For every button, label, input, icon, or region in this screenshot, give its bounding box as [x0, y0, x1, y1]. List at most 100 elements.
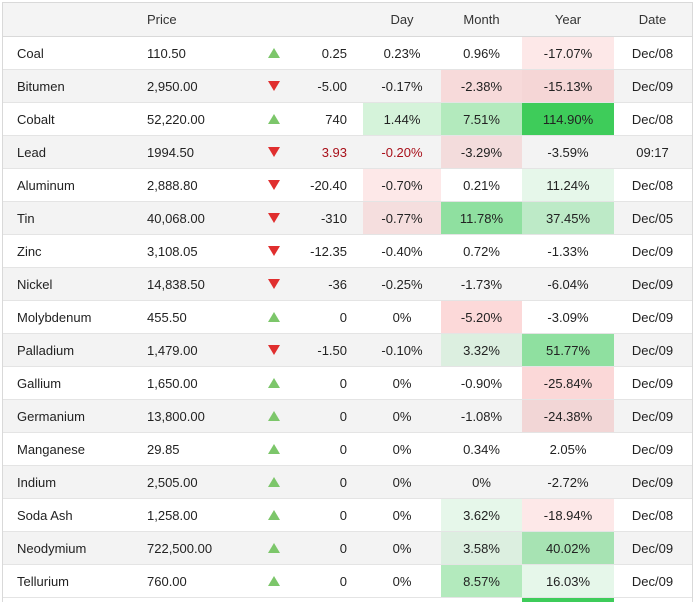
header-day[interactable]: Day	[390, 12, 414, 27]
year-percent: -17.07%	[522, 37, 614, 69]
commodity-name[interactable]: Lead	[17, 144, 46, 160]
commodity-name[interactable]: Molybdenum	[17, 309, 92, 325]
year-percent: 37.45%	[522, 202, 614, 234]
commodity-name[interactable]: Manganese	[17, 441, 85, 457]
day-percent: 0%	[392, 408, 412, 424]
table-row[interactable]: Bitumen 2,950.00 -5.00 -0.17% -2.38% -15.13% D…	[3, 70, 692, 103]
table-row[interactable]: Nickel 14,838.50 -36 -0.25% -1.73% -6.04% Dec/…	[3, 268, 692, 301]
commodity-name[interactable]: Cobalt	[17, 111, 55, 127]
year-percent: 16.03%	[522, 565, 614, 597]
commodity-name[interactable]: Neodymium	[17, 540, 87, 556]
price-value: 14,838.50	[147, 276, 205, 292]
down-arrow-icon	[244, 169, 304, 201]
day-percent: 0.23%	[383, 45, 421, 61]
commodity-name[interactable]: Palladium	[17, 342, 75, 358]
table-row[interactable]: Molybdenum 455.50 0 0% -5.20% -3.09% Dec/09	[3, 301, 692, 334]
date-value: Dec/09	[631, 243, 674, 259]
table-row[interactable]: Cobalt 52,220.00 740 1.44% 7.51% 114.90% Dec/0…	[3, 103, 692, 136]
table-row[interactable]: Coal 110.50 0.25 0.23% 0.96% -17.07% Dec/08	[3, 37, 692, 70]
table-row[interactable]: Soda Ash 1,258.00 0 0% 3.62% -18.94% Dec/08	[3, 499, 692, 532]
year-percent: 51.77%	[522, 334, 614, 366]
day-percent: -0.10%	[381, 342, 423, 358]
table-row[interactable]: Neodymium 722,500.00 0 0% 3.58% 40.02% Dec/09	[3, 532, 692, 565]
down-arrow-icon	[244, 268, 304, 300]
change-value: 0	[339, 375, 347, 391]
price-value: 2,950.00	[147, 78, 198, 94]
date-value: Dec/08	[631, 111, 674, 127]
change-value: -1.50	[317, 342, 347, 358]
down-arrow-icon	[244, 202, 304, 234]
commodity-name[interactable]: Coal	[17, 45, 44, 61]
date-value: Dec/09	[631, 408, 674, 424]
table-row[interactable]: Germanium 13,800.00 0 0% -1.08% -24.38% Dec/09	[3, 400, 692, 433]
change-value: 740	[325, 111, 347, 127]
header-price[interactable]: Price	[147, 12, 177, 27]
month-percent: 0.21%	[463, 177, 500, 193]
commodity-name[interactable]: Germanium	[17, 408, 85, 424]
date-value: Dec/09	[631, 309, 674, 325]
table-row[interactable]: Zinc 3,108.05 -12.35 -0.40% 0.72% -1.33% Dec/0…	[3, 235, 692, 268]
year-percent: -2.72%	[547, 474, 589, 490]
price-value: 13,800.00	[147, 408, 205, 424]
day-percent: -0.17%	[381, 78, 423, 94]
change-value: 0	[339, 507, 347, 523]
table-row[interactable]: Manganese 29.85 0 0% 0.34% 2.05% Dec/09	[3, 433, 692, 466]
date-value: Dec/09	[631, 474, 674, 490]
date-value: Dec/08	[631, 177, 674, 193]
table-row[interactable]: Tin 40,068.00 -310 -0.77% 11.78% 37.45% Dec/05	[3, 202, 692, 235]
month-percent: 0.72%	[463, 243, 500, 259]
month-percent: -1.08%	[460, 408, 503, 424]
header-date[interactable]: Date	[638, 12, 667, 27]
commodity-name[interactable]: Nickel	[17, 276, 53, 292]
header-month[interactable]: Month	[463, 12, 500, 27]
commodity-name[interactable]: Tin	[17, 210, 35, 226]
price-value: 1,258.00	[147, 507, 198, 523]
price-value: 2,888.80	[147, 177, 198, 193]
table-row[interactable]: Indium 2,505.00 0 0% 0% -2.72% Dec/09	[3, 466, 692, 499]
change-value: 0	[339, 441, 347, 457]
change-value: 0	[339, 408, 347, 424]
table-row[interactable]: Tellurium 760.00 0 0% 8.57% 16.03% Dec/09	[3, 565, 692, 598]
date-value: 09:17	[636, 144, 669, 160]
day-percent: 0%	[392, 540, 412, 556]
month-percent: 3.62%	[441, 499, 522, 531]
up-arrow-icon	[244, 433, 304, 465]
year-percent: -24.38%	[522, 400, 614, 432]
month-percent: -1.73%	[460, 276, 503, 292]
commodity-name[interactable]: Bitumen	[17, 78, 65, 94]
header-year[interactable]: Year	[554, 12, 582, 27]
price-value: 1,479.00	[147, 342, 198, 358]
commodity-name[interactable]: Aluminum	[17, 177, 75, 193]
month-percent: 8.57%	[441, 565, 522, 597]
commodity-name[interactable]: Tellurium	[17, 573, 70, 589]
month-percent: -0.90%	[460, 375, 503, 391]
month-percent: 3.58%	[441, 532, 522, 564]
down-arrow-icon	[244, 334, 304, 366]
table-row[interactable]: Lead 1994.50 3.93 -0.20% -3.29% -3.59% 09:17	[3, 136, 692, 169]
day-percent: 0%	[392, 375, 412, 391]
table-row[interactable]: Gallium 1,650.00 0 0% -0.90% -25.84% Dec/09	[3, 367, 692, 400]
year-percent: -3.59%	[547, 144, 589, 160]
header-arrow	[244, 3, 304, 36]
commodity-name[interactable]: Zinc	[17, 243, 42, 259]
commodity-name[interactable]: Soda Ash	[17, 507, 73, 523]
date-value: Dec/08	[631, 45, 674, 61]
up-arrow-icon	[244, 565, 304, 597]
commodity-name[interactable]: Indium	[17, 474, 57, 490]
up-arrow-icon	[244, 532, 304, 564]
year-percent: 2.05%	[549, 441, 587, 457]
header-change[interactable]	[304, 3, 363, 36]
price-value: 110.50	[147, 45, 186, 61]
table-row[interactable]: Aluminum 2,888.80 -20.40 -0.70% 0.21% 11.24% D…	[3, 169, 692, 202]
table-row[interactable]: Palladium 1,479.00 -1.50 -0.10% 3.32% 51.77% D…	[3, 334, 692, 367]
year-percent: -25.84%	[522, 367, 614, 399]
header-name[interactable]	[3, 3, 134, 36]
commodity-name[interactable]: Gallium	[17, 375, 62, 391]
up-arrow-icon	[244, 466, 304, 498]
day-percent: 0%	[392, 309, 412, 325]
year-percent: -6.04%	[547, 276, 589, 292]
date-value: Dec/08	[631, 507, 674, 523]
change-value: -36	[328, 276, 347, 292]
day-percent: -0.40%	[381, 243, 423, 259]
change-value: 0.25	[321, 45, 347, 61]
